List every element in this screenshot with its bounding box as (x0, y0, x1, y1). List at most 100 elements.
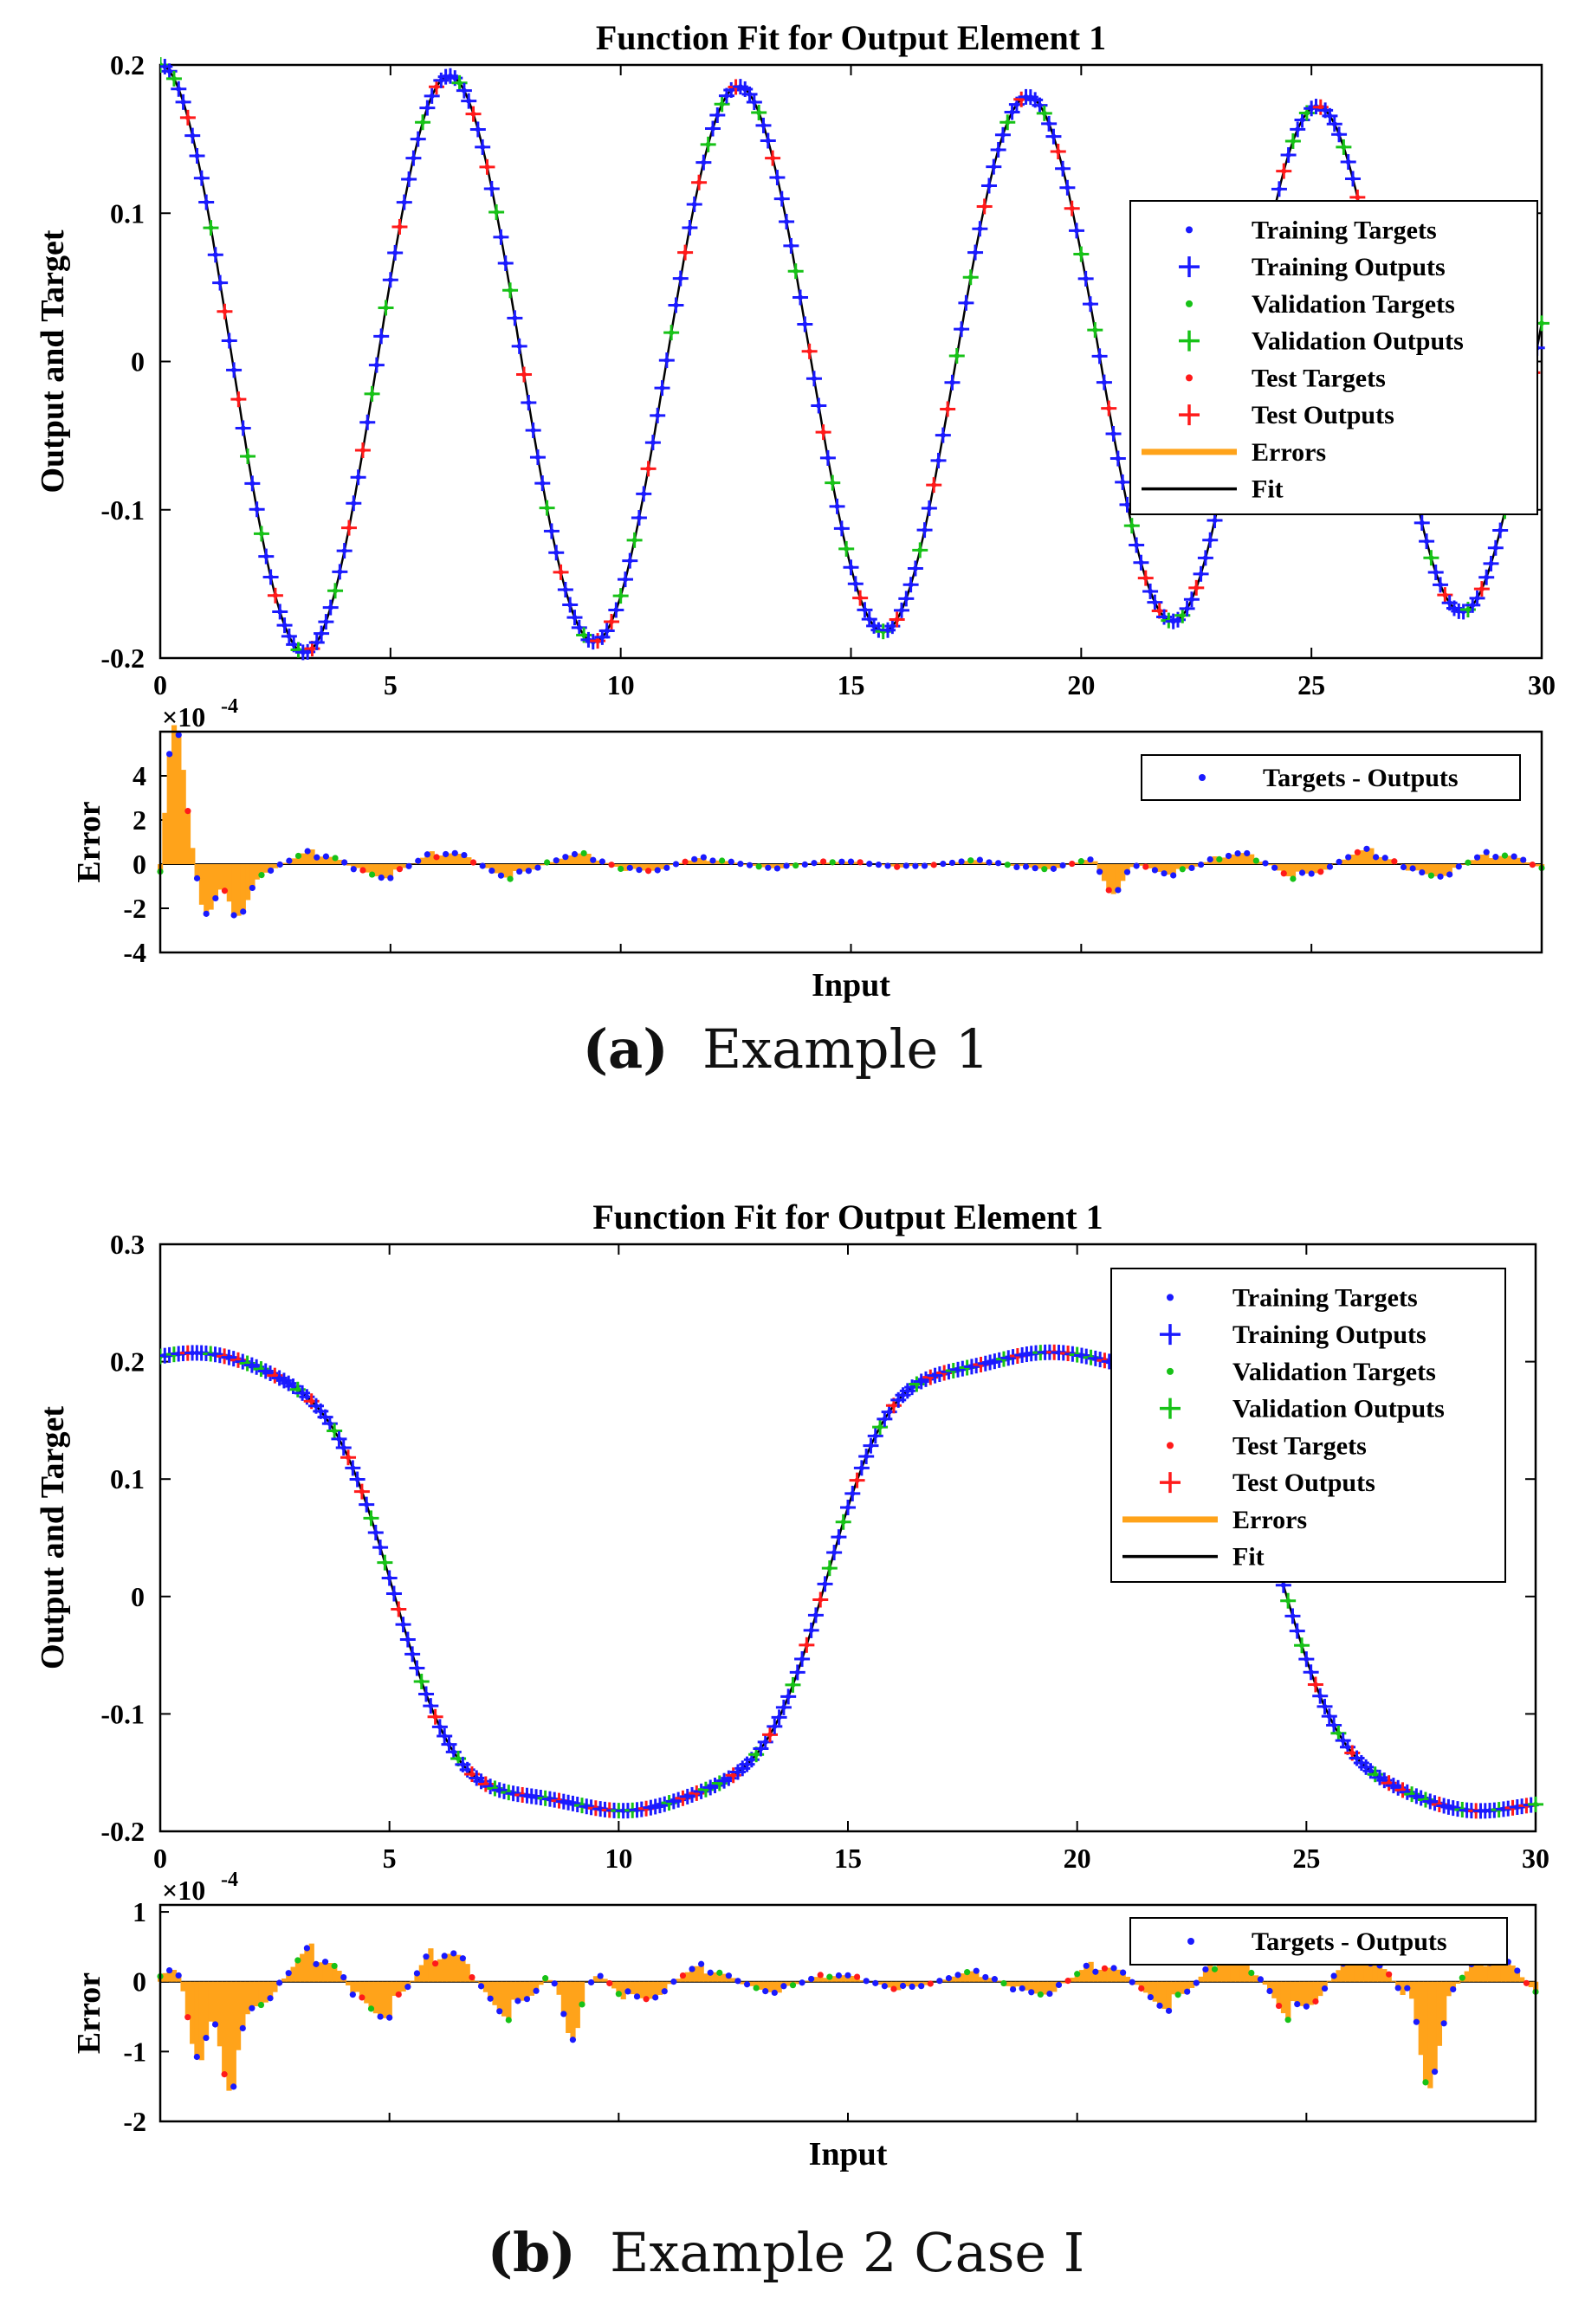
legend-dot-icon (1186, 300, 1193, 307)
val-error-point (367, 2005, 375, 2012)
train-target-point (995, 146, 1001, 152)
train-target-point (788, 242, 794, 249)
error-bar (1446, 1981, 1452, 1997)
train-target-point (949, 379, 955, 385)
series-group (160, 1344, 1543, 1819)
train-target-point (576, 624, 582, 630)
train-error-point (1234, 850, 1241, 857)
error-bar (484, 864, 490, 868)
error-bar (336, 1970, 342, 1982)
error-bar (595, 860, 601, 864)
train-error-point (958, 858, 965, 865)
test-target-point (309, 646, 315, 652)
train-target-point (572, 615, 578, 621)
test-target-point (1478, 586, 1485, 592)
error-bar (1042, 1981, 1048, 1995)
val-error-point (257, 2001, 265, 2009)
train-error-point (654, 867, 661, 874)
y-tick-label: 0.2 (110, 1346, 145, 1378)
error-bar (300, 853, 307, 864)
test-target-point (396, 1606, 402, 1612)
train-error-point (1193, 1979, 1200, 1986)
error-bar (1482, 1966, 1488, 1982)
error-bar (684, 1972, 690, 1982)
val-target-point (790, 1682, 796, 1688)
train-target-point (1381, 1778, 1388, 1784)
train-target-point (825, 455, 831, 461)
legend-plus-icon (1160, 1398, 1181, 1419)
val-error-point (1459, 1974, 1465, 1981)
error-bar (346, 864, 353, 866)
legend-label: Validation Outputs (1232, 1395, 1445, 1423)
train-target-point (1027, 94, 1033, 100)
test-target-point (432, 1714, 438, 1720)
test-error-point (679, 1972, 687, 1979)
error-bar (217, 864, 223, 890)
error-bar (1377, 856, 1384, 864)
error-bar (488, 1981, 494, 1999)
error-bar (235, 1981, 242, 2050)
error-bar (1143, 1981, 1149, 1993)
error-bar (662, 1981, 668, 1992)
error-bar (162, 1972, 168, 1982)
train-target-point (180, 99, 186, 105)
test-error-point (1523, 1979, 1530, 1986)
train-error-point (1170, 872, 1177, 879)
error-bar (1460, 864, 1466, 865)
error-bar (613, 864, 619, 867)
error-bar (447, 853, 454, 864)
error-bar (194, 1981, 200, 2057)
error-bar (355, 864, 361, 868)
error-bar (1313, 864, 1319, 874)
train-target-point (190, 132, 196, 139)
error-bar (496, 1981, 502, 2011)
train-target-point (291, 642, 297, 648)
error-bar (538, 1981, 544, 1985)
train-target-point (1488, 560, 1494, 566)
val-error-point (1290, 875, 1297, 882)
train-error-point (496, 2008, 503, 2015)
train-target-point (327, 1421, 333, 1427)
error-bar (319, 856, 325, 864)
train-error-point (562, 854, 569, 861)
error-bar (534, 1981, 540, 1992)
y-tick-label: -0.2 (100, 642, 145, 674)
train-target-point (327, 604, 333, 610)
error-bar (1116, 1969, 1122, 1982)
train-target-point (526, 399, 532, 405)
error-bar (272, 1981, 278, 1992)
val-target-point (245, 453, 251, 459)
train-target-point (162, 63, 168, 69)
train-error-point (954, 1972, 961, 1979)
panel-a-main: Function Fit for Output Element 1 Output … (35, 18, 1556, 700)
error-bar (1487, 1963, 1493, 1982)
test-target-point (857, 595, 864, 601)
train-error-point (1115, 887, 1122, 894)
error-bar (1212, 1969, 1218, 1982)
error-bar (1433, 864, 1439, 877)
test-error-point (221, 888, 229, 894)
train-error-point (1161, 870, 1168, 877)
error-bar (446, 1953, 452, 1982)
error-bar (364, 1981, 370, 2004)
error-bar (166, 753, 172, 864)
error-bar (392, 864, 398, 870)
train-target-point (231, 367, 237, 373)
train-error-point (525, 868, 532, 875)
train-target-point (1083, 275, 1089, 281)
train-target-point (1276, 186, 1282, 192)
error-bar (611, 1981, 618, 1989)
train-target-point (871, 623, 877, 629)
error-bar (166, 1970, 172, 1982)
legend-plus-icon (1179, 330, 1200, 352)
test-error-point (396, 866, 404, 873)
train-target-point (748, 1757, 754, 1763)
val-target-point (383, 305, 389, 311)
error-bar (1422, 1981, 1429, 2082)
train-target-point (798, 294, 804, 300)
y-tick-label: -0.1 (100, 494, 145, 526)
train-error-point (986, 859, 993, 866)
error-bar (434, 856, 440, 864)
error-bar (705, 861, 711, 864)
error-bar (263, 864, 269, 873)
